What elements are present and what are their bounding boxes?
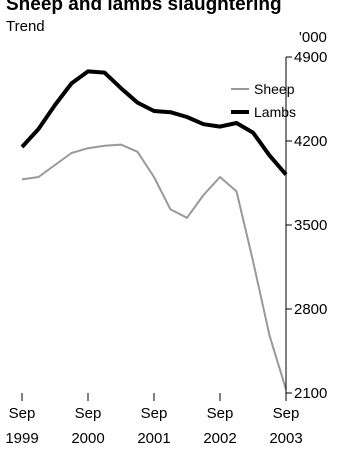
x-tick-label-month: Sep xyxy=(9,405,36,422)
x-tick-label-month: Sep xyxy=(75,405,102,422)
y-axis-unit: '000 xyxy=(299,29,327,46)
x-tick-label-month: Sep xyxy=(207,405,234,422)
y-axis: 2100 2800 3500 4200 4900 xyxy=(285,49,327,402)
x-tick-label-year: 2003 xyxy=(269,430,302,447)
x-tick-label-year: 2000 xyxy=(71,430,104,447)
legend: Sheep Lambs xyxy=(231,81,296,120)
x-tick-label-year: 1999 xyxy=(5,430,38,447)
y-tick-label: 3500 xyxy=(294,217,327,234)
series-line-sheep xyxy=(21,143,287,390)
chart-title: Sheep and lambs slaughtering xyxy=(6,0,282,15)
y-tick-label: 4200 xyxy=(294,133,327,150)
y-tick-label: 2100 xyxy=(294,385,327,402)
legend-label-sheep: Sheep xyxy=(254,81,295,97)
plot-area xyxy=(20,69,288,390)
series-line-lambs xyxy=(20,69,288,176)
legend-label-lambs: Lambs xyxy=(254,104,296,120)
x-tick-label-month: Sep xyxy=(273,405,300,422)
chart-subtitle: Trend xyxy=(6,18,45,35)
y-tick-label: 4900 xyxy=(294,49,327,66)
x-tick-label-year: 2001 xyxy=(137,430,170,447)
x-tick-label-year: 2002 xyxy=(203,430,236,447)
x-tick-label-month: Sep xyxy=(141,405,168,422)
y-tick-label: 2800 xyxy=(294,301,327,318)
x-axis: Sep 1999 Sep 2000 Sep 2001 Sep 2002 Sep 2003 xyxy=(5,393,303,447)
